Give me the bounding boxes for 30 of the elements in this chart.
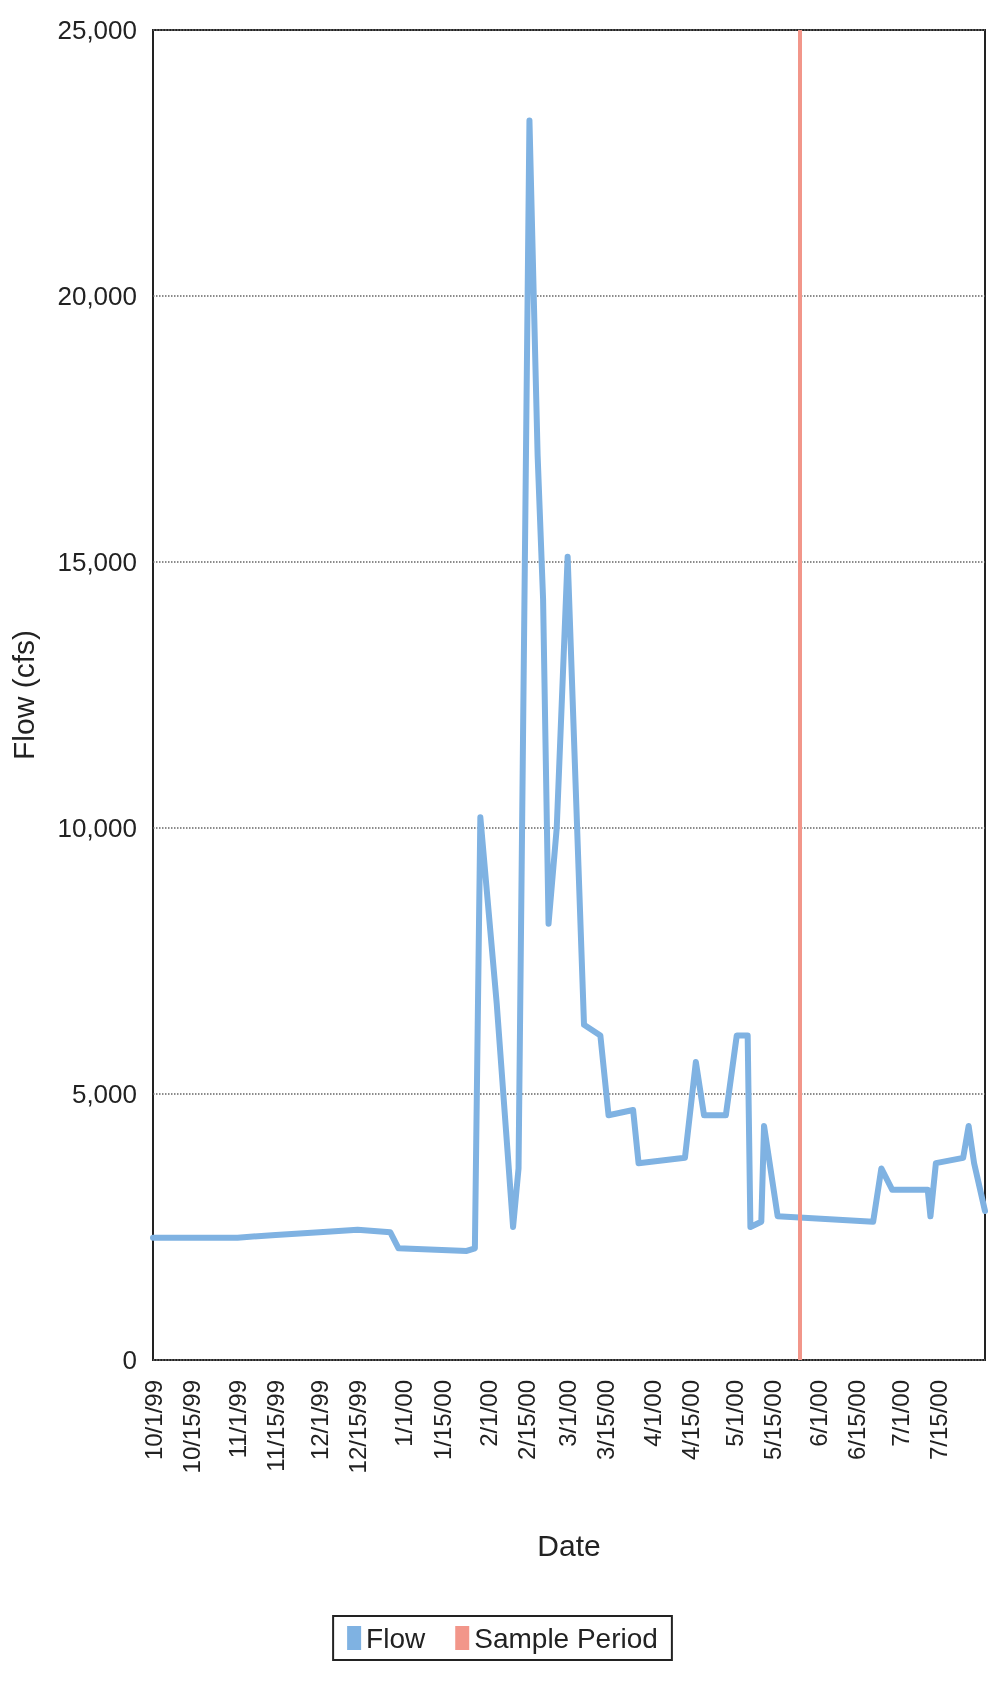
x-tick-label: 12/15/99	[344, 1380, 372, 1474]
y-axis-title: Flow (cfs)	[6, 630, 40, 760]
x-tick-label: 10/1/99	[139, 1380, 167, 1461]
x-tick-label: 2/15/00	[513, 1380, 541, 1461]
x-tick-label: 6/1/00	[805, 1380, 833, 1447]
x-tick-label: 3/1/00	[554, 1380, 582, 1447]
x-tick-label: 4/15/00	[676, 1380, 704, 1461]
legend-label: Flow	[366, 1622, 427, 1654]
x-tick-label: 3/15/00	[592, 1380, 620, 1461]
y-tick-label: 20,000	[57, 281, 137, 311]
y-tick-label: 25,000	[57, 15, 137, 45]
x-tick-label: 1/1/00	[390, 1380, 418, 1447]
x-tick-label: 7/15/00	[925, 1380, 953, 1461]
x-tick-label: 10/15/99	[177, 1380, 205, 1474]
y-tick-label: 0	[122, 1345, 137, 1375]
x-axis-title: Date	[537, 1528, 601, 1562]
x-tick-label: 2/1/00	[475, 1380, 503, 1447]
x-tick-label: 1/15/00	[428, 1380, 456, 1461]
x-tick-label: 11/15/99	[262, 1380, 290, 1472]
x-tick-label: 5/1/00	[720, 1380, 748, 1447]
x-tick-label: 7/1/00	[886, 1380, 914, 1447]
y-tick-label: 5,000	[71, 1079, 137, 1109]
legend-label: Sample Period	[474, 1622, 658, 1654]
x-tick-label: 4/1/00	[638, 1380, 666, 1447]
y-tick-label: 15,000	[57, 547, 137, 577]
x-tick-label: 5/15/00	[758, 1380, 786, 1461]
x-tick-label: 12/1/99	[305, 1380, 333, 1461]
x-tick-label: 6/15/00	[843, 1380, 871, 1461]
x-tick-label: 11/1/99	[224, 1380, 252, 1459]
y-tick-label: 10,000	[57, 813, 137, 843]
